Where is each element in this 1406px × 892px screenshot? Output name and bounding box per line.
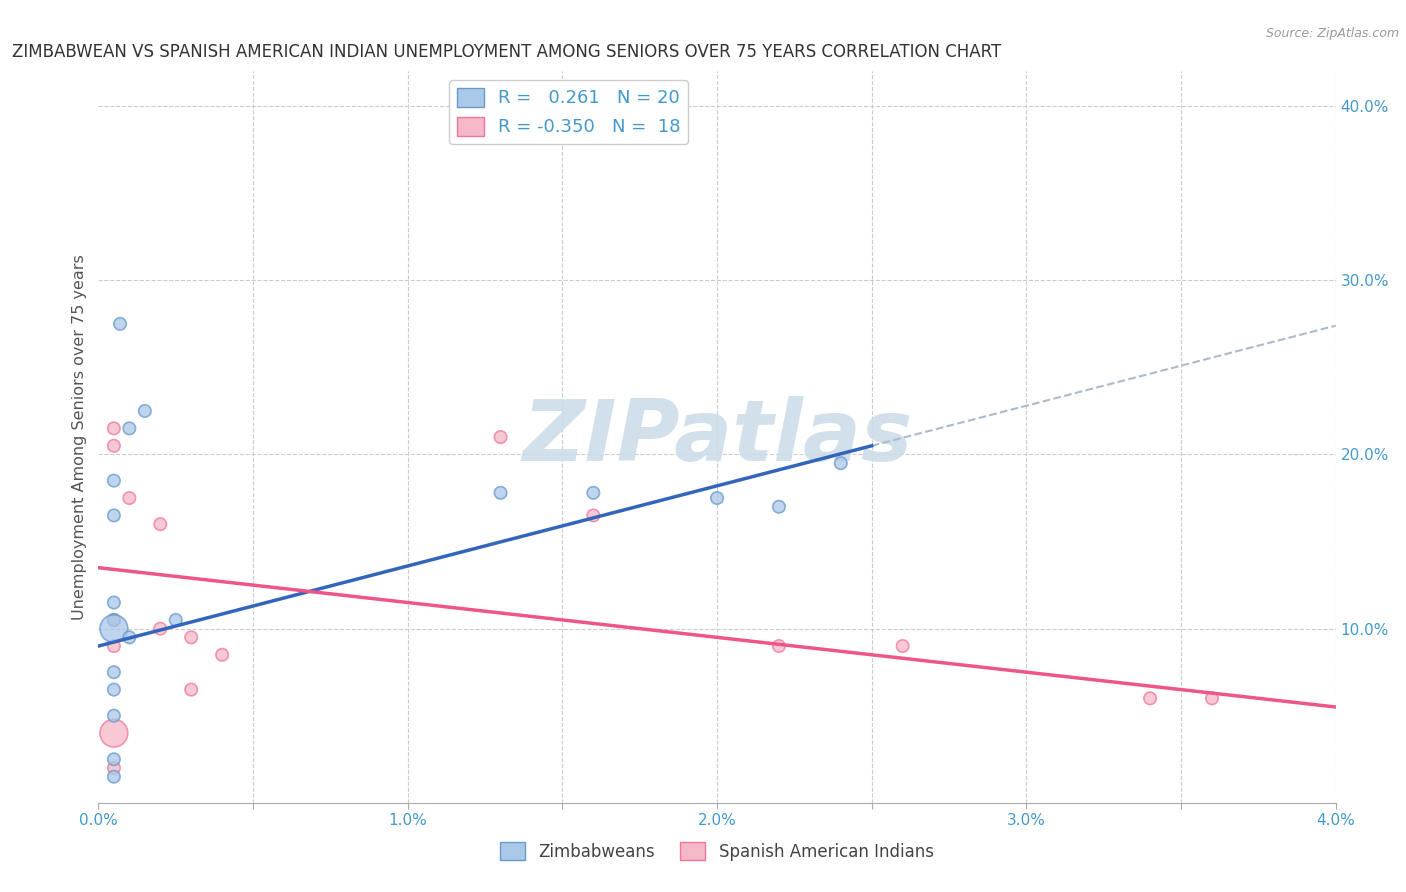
Point — [103, 682, 125, 697]
Point — [103, 639, 125, 653]
Point — [489, 485, 512, 500]
Point — [103, 421, 125, 435]
Point — [103, 761, 125, 775]
Legend: Zimbabweans, Spanish American Indians: Zimbabweans, Spanish American Indians — [494, 836, 941, 868]
Point — [103, 508, 125, 523]
Point — [149, 622, 172, 636]
Point — [489, 430, 512, 444]
Point — [180, 682, 202, 697]
Point — [103, 613, 125, 627]
Point — [103, 622, 125, 636]
Point — [103, 665, 125, 680]
Y-axis label: Unemployment Among Seniors over 75 years: Unemployment Among Seniors over 75 years — [72, 254, 87, 620]
Point — [582, 485, 605, 500]
Point — [1139, 691, 1161, 706]
Point — [118, 421, 141, 435]
Point — [103, 439, 125, 453]
Point — [768, 500, 790, 514]
Text: ZIPatlas: ZIPatlas — [522, 395, 912, 479]
Text: Source: ZipAtlas.com: Source: ZipAtlas.com — [1265, 27, 1399, 40]
Point — [180, 631, 202, 645]
Point — [103, 595, 125, 609]
Point — [103, 770, 125, 784]
Point — [1201, 691, 1223, 706]
Point — [582, 508, 605, 523]
Point — [118, 631, 141, 645]
Point — [706, 491, 728, 505]
Point — [103, 726, 125, 740]
Point — [211, 648, 233, 662]
Point — [103, 474, 125, 488]
Point — [103, 613, 125, 627]
Text: ZIMBABWEAN VS SPANISH AMERICAN INDIAN UNEMPLOYMENT AMONG SENIORS OVER 75 YEARS C: ZIMBABWEAN VS SPANISH AMERICAN INDIAN UN… — [11, 44, 1001, 62]
Point — [103, 752, 125, 766]
Point — [118, 491, 141, 505]
Point — [891, 639, 914, 653]
Point — [165, 613, 187, 627]
Point — [830, 456, 852, 470]
Point — [103, 708, 125, 723]
Point — [108, 317, 131, 331]
Point — [134, 404, 156, 418]
Point — [768, 639, 790, 653]
Point — [149, 517, 172, 532]
